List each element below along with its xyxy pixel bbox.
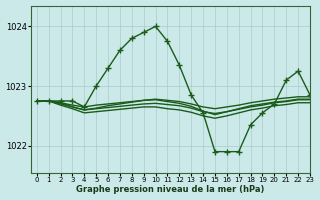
X-axis label: Graphe pression niveau de la mer (hPa): Graphe pression niveau de la mer (hPa) — [76, 185, 265, 194]
